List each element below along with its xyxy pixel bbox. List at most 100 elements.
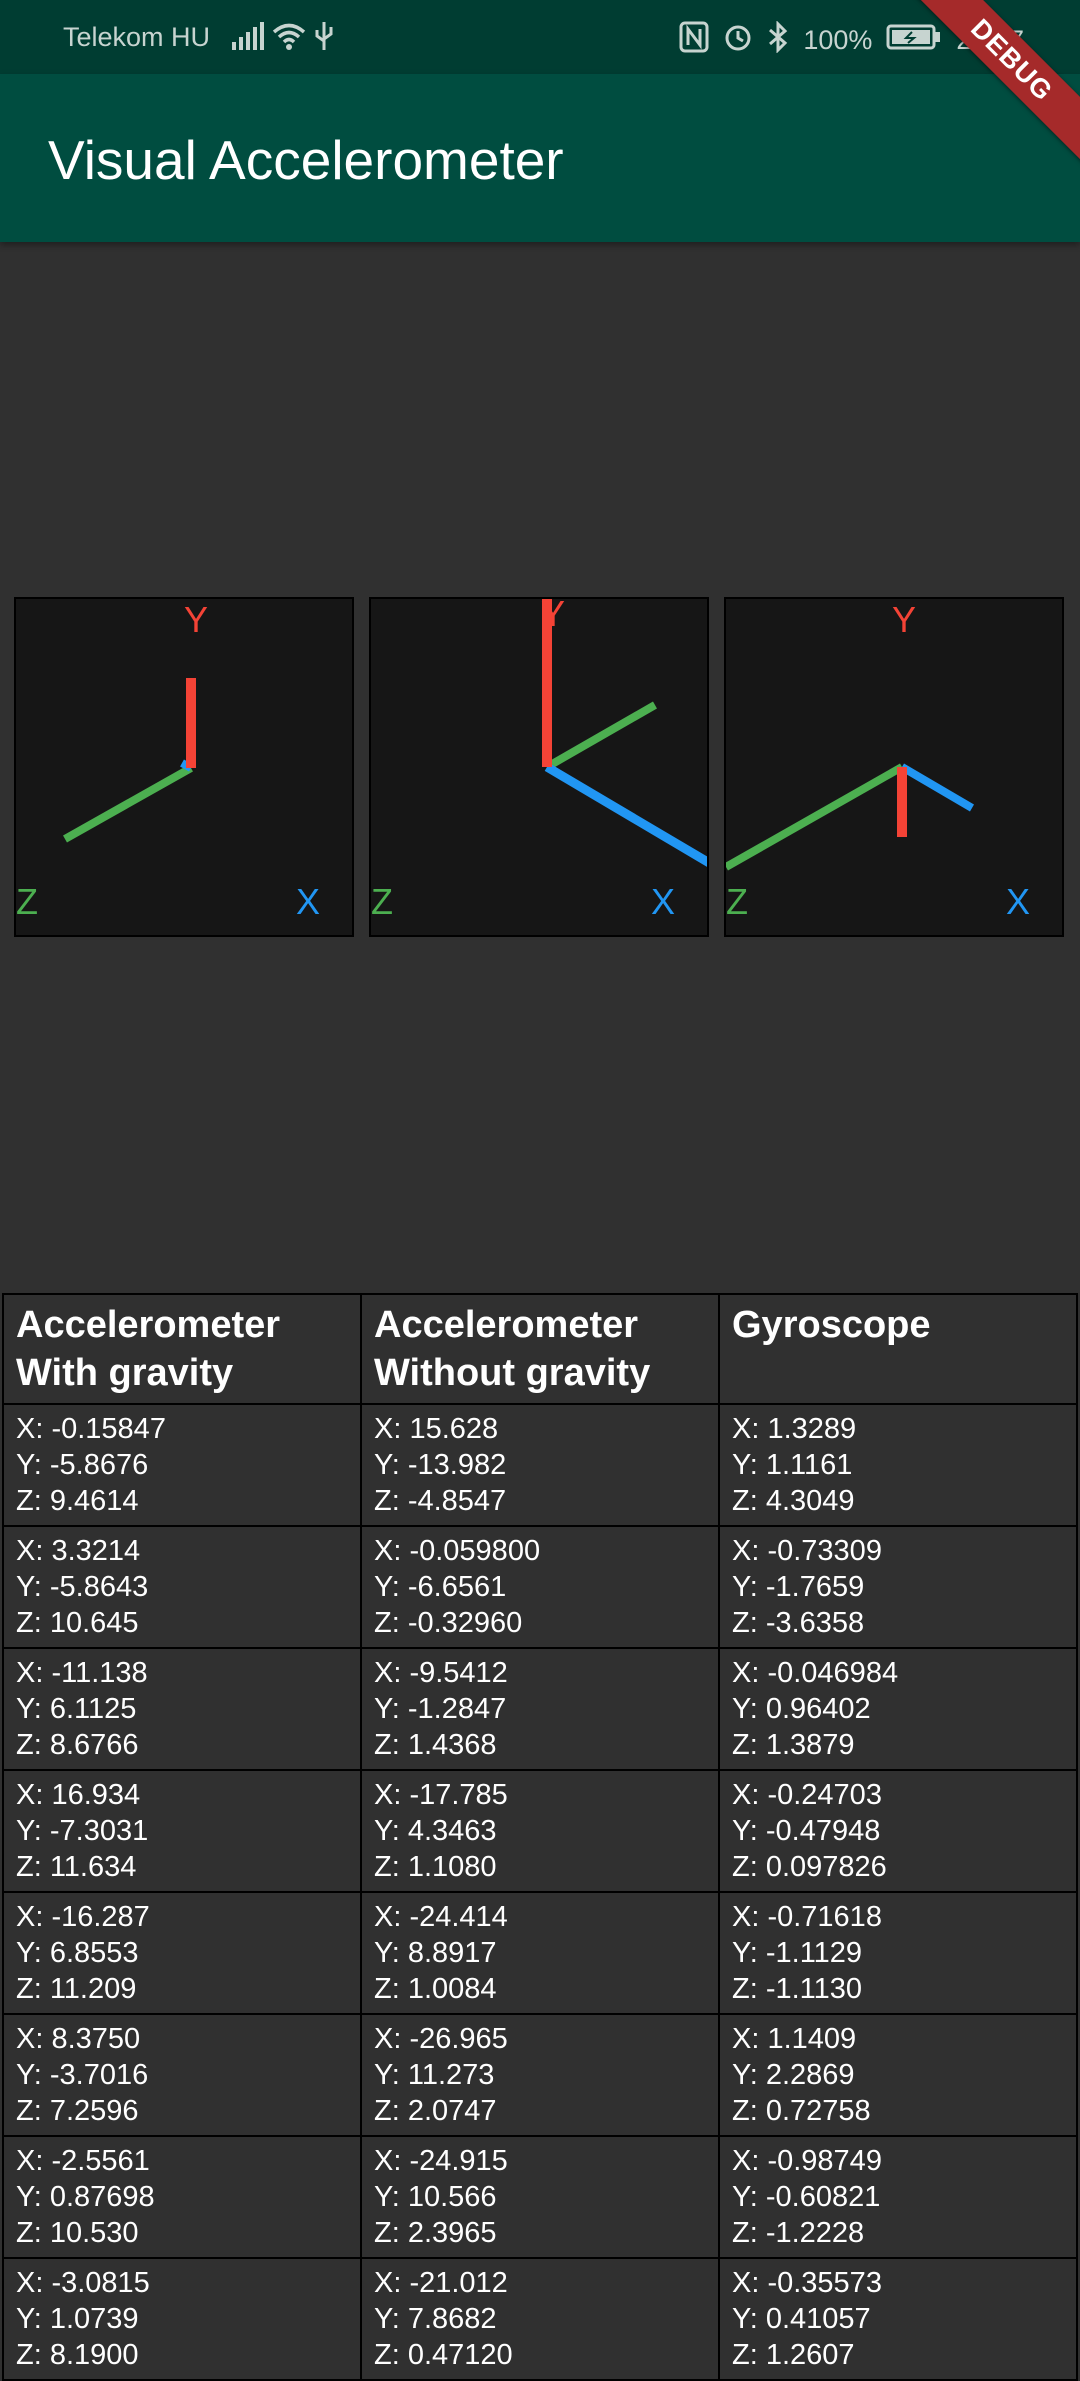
reading-value: Y: -6.6561 bbox=[374, 1571, 507, 1603]
without-gravity-cell: X: -17.785 Y: 4.3463 Z: 1.1080 bbox=[360, 1769, 720, 1893]
x-axis-label: X bbox=[651, 881, 676, 922]
reading-value: Z: 7.2596 bbox=[16, 2095, 139, 2127]
table-row: X: 3.3214 Y: -5.8643 Z: 10.645 X: -0.059800… bbox=[2, 1525, 1078, 1649]
signal-wifi-usb-icons bbox=[232, 18, 342, 61]
reading-value: Z: 9.4614 bbox=[16, 1485, 139, 1517]
without-gravity-cell: X: -9.5412 Y: -1.2847 Z: 1.4368 bbox=[360, 1647, 720, 1771]
reading-value: Z: -3.6358 bbox=[732, 1607, 865, 1639]
gyroscope-cell: X: -0.046984 Y: 0.96402 Z: 1.3879 bbox=[718, 1647, 1078, 1771]
y-axis-label: Y bbox=[892, 599, 917, 640]
reading-value: X: -0.15847 bbox=[16, 1413, 166, 1445]
nfc-icon bbox=[679, 21, 709, 60]
reading-value: Y: 2.2869 bbox=[732, 2059, 855, 2091]
status-right: 100% 20:07 bbox=[679, 20, 1024, 60]
accelerometer-without-gravity-view: Y X Z bbox=[369, 593, 709, 937]
table-body: X: -0.15847 Y: -5.8676 Z: 9.4614 X: 15.628 Y… bbox=[2, 1403, 1078, 2381]
reading-value: Y: 10.566 bbox=[374, 2181, 497, 2213]
reading-value: Y: 4.3463 bbox=[374, 1815, 497, 1847]
usb-icon bbox=[315, 22, 333, 50]
reading-value: Z: 8.1900 bbox=[16, 2339, 139, 2371]
reading-value: Y: -1.2847 bbox=[374, 1693, 507, 1725]
with-gravity-cell: X: -0.15847 Y: -5.8676 Z: 9.4614 bbox=[2, 1403, 362, 1527]
reading-value: Y: 7.8682 bbox=[374, 2303, 497, 2335]
reading-value: Y: 1.1161 bbox=[732, 1449, 853, 1481]
reading-value: Z: 10.645 bbox=[16, 1607, 139, 1639]
z-axis-label: Z bbox=[371, 881, 393, 922]
reading-value: X: -0.71618 bbox=[732, 1901, 882, 1933]
z-axis-label: Z bbox=[16, 881, 38, 922]
table-row: X: 16.934 Y: -7.3031 Z: 11.634 X: -17.785 Y:… bbox=[2, 1769, 1078, 1893]
reading-value: Y: -13.982 bbox=[374, 1449, 507, 1481]
x-axis-line bbox=[899, 763, 975, 812]
reading-value: Y: -5.8676 bbox=[16, 1449, 149, 1481]
y-axis-label: Y bbox=[184, 599, 209, 640]
x-axis-label: X bbox=[1006, 881, 1031, 922]
reading-value: X: -11.138 bbox=[16, 1657, 148, 1689]
reading-value: X: 3.3214 bbox=[16, 1535, 141, 1567]
reading-value: Z: 1.4368 bbox=[374, 1729, 497, 1761]
reading-value: Z: -4.8547 bbox=[374, 1485, 507, 1517]
header-line: Gyroscope bbox=[732, 1304, 931, 1346]
reading-value: X: -17.785 bbox=[374, 1779, 508, 1811]
without-gravity-cell: X: -0.059800 Y: -6.6561 Z: -0.32960 bbox=[360, 1525, 720, 1649]
carrier-name: Telekom HU bbox=[63, 22, 211, 52]
alarm-icon bbox=[723, 21, 753, 60]
signal-icon bbox=[232, 22, 264, 50]
y-axis-label: Y bbox=[541, 593, 566, 634]
reading-value: X: -16.287 bbox=[16, 1901, 150, 1933]
clock: 20:07 bbox=[956, 25, 1024, 55]
reading-value: X: -9.5412 bbox=[374, 1657, 508, 1689]
header-line: Without gravity bbox=[374, 1352, 651, 1394]
reading-value: Z: -1.2228 bbox=[732, 2217, 865, 2249]
reading-value: X: -0.35573 bbox=[732, 2267, 882, 2299]
x-axis-label: X bbox=[296, 881, 321, 922]
reading-value: Z: 11.634 bbox=[16, 1851, 137, 1883]
reading-value: Y: 1.0739 bbox=[16, 2303, 139, 2335]
reading-value: X: -0.046984 bbox=[732, 1657, 899, 1689]
reading-value: X: -2.5561 bbox=[16, 2145, 150, 2177]
reading-value: Z: 10.530 bbox=[16, 2217, 139, 2249]
reading-value: Z: 0.47120 bbox=[374, 2339, 513, 2371]
reading-value: Z: -0.32960 bbox=[374, 1607, 523, 1639]
without-gravity-cell: X: 15.628 Y: -13.982 Z: -4.8547 bbox=[360, 1403, 720, 1527]
reading-value: Z: 0.097826 bbox=[732, 1851, 887, 1883]
reading-value: Z: 2.0747 bbox=[374, 2095, 497, 2127]
with-gravity-cell: X: 3.3214 Y: -5.8643 Z: 10.645 bbox=[2, 1525, 362, 1649]
sensor-data-table: Accelerometer With gravity Accelerometer… bbox=[2, 1293, 1078, 2381]
accelerometer-with-gravity-view: Y X Z bbox=[14, 597, 354, 937]
reading-value: X: -0.24703 bbox=[732, 1779, 882, 1811]
without-gravity-cell: X: -26.965 Y: 11.273 Z: 2.0747 bbox=[360, 2013, 720, 2137]
reading-value: X: -24.414 bbox=[374, 1901, 508, 1933]
reading-value: Z: -1.1130 bbox=[732, 1973, 863, 2005]
reading-value: Z: 4.3049 bbox=[732, 1485, 855, 1517]
reading-value: X: 16.934 bbox=[16, 1779, 141, 1811]
app-title: Visual Accelerometer bbox=[48, 129, 564, 191]
header-accel-with-gravity: Accelerometer With gravity bbox=[2, 1293, 362, 1405]
header-accel-without-gravity: Accelerometer Without gravity bbox=[360, 1293, 720, 1405]
table-row: X: -16.287 Y: 6.8553 Z: 11.209 X: -24.414 Y:… bbox=[2, 1891, 1078, 2015]
reading-value: Z: 11.209 bbox=[16, 1973, 137, 2005]
status-bar: Telekom HU bbox=[0, 0, 1080, 74]
reading-value: X: 15.628 bbox=[374, 1413, 499, 1445]
reading-value: Y: 6.1125 bbox=[16, 1693, 137, 1725]
reading-value: X: 1.1409 bbox=[732, 2023, 857, 2055]
header-line: With gravity bbox=[16, 1352, 234, 1394]
header-line: Accelerometer bbox=[16, 1304, 281, 1346]
without-gravity-cell: X: -24.915 Y: 10.566 Z: 2.3965 bbox=[360, 2135, 720, 2259]
gyroscope-cell: X: -0.35573 Y: 0.41057 Z: 1.2607 bbox=[718, 2257, 1078, 2381]
z-axis-line bbox=[545, 701, 657, 771]
reading-value: X: 1.3289 bbox=[732, 1413, 857, 1445]
battery-percent: 100% bbox=[803, 25, 873, 55]
header-gyroscope: Gyroscope bbox=[718, 1293, 1078, 1405]
with-gravity-cell: X: 16.934 Y: -7.3031 Z: 11.634 bbox=[2, 1769, 362, 1893]
reading-value: X: 8.3750 bbox=[16, 2023, 141, 2055]
reading-value: Y: 0.41057 bbox=[732, 2303, 871, 2335]
x-axis-line bbox=[544, 763, 707, 867]
with-gravity-cell: X: -11.138 Y: 6.1125 Z: 8.6766 bbox=[2, 1647, 362, 1771]
reading-value: Z: 1.1080 bbox=[374, 1851, 497, 1883]
gyroscope-cell: X: -0.71618 Y: -1.1129 Z: -1.1130 bbox=[718, 1891, 1078, 2015]
reading-value: X: -21.012 bbox=[374, 2267, 508, 2299]
z-axis-label: Z bbox=[726, 881, 748, 922]
reading-value: Z: 1.2607 bbox=[732, 2339, 855, 2371]
reading-value: Y: -3.7016 bbox=[16, 2059, 149, 2091]
